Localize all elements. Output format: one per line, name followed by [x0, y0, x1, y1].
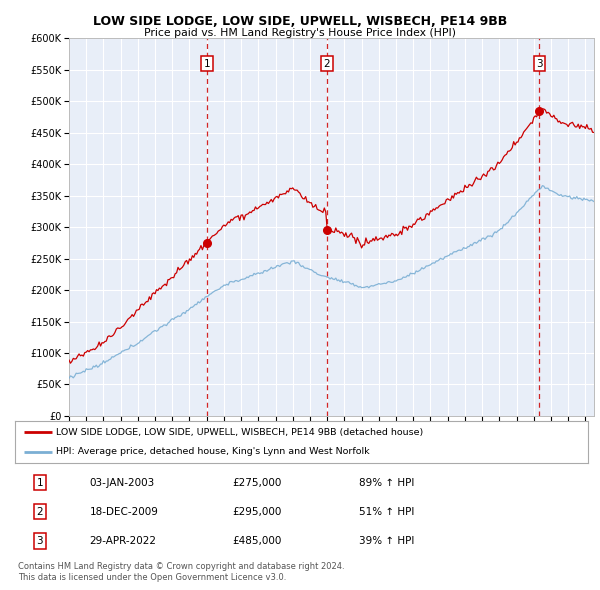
- Text: 39% ↑ HPI: 39% ↑ HPI: [359, 536, 414, 546]
- Text: £485,000: £485,000: [233, 536, 282, 546]
- Text: 51% ↑ HPI: 51% ↑ HPI: [359, 507, 414, 517]
- Text: Price paid vs. HM Land Registry's House Price Index (HPI): Price paid vs. HM Land Registry's House …: [144, 28, 456, 38]
- Text: Contains HM Land Registry data © Crown copyright and database right 2024.
This d: Contains HM Land Registry data © Crown c…: [18, 562, 344, 582]
- Text: 29-APR-2022: 29-APR-2022: [89, 536, 157, 546]
- Text: LOW SIDE LODGE, LOW SIDE, UPWELL, WISBECH, PE14 9BB (detached house): LOW SIDE LODGE, LOW SIDE, UPWELL, WISBEC…: [56, 428, 424, 437]
- Text: 3: 3: [536, 58, 543, 68]
- Text: HPI: Average price, detached house, King's Lynn and West Norfolk: HPI: Average price, detached house, King…: [56, 447, 370, 456]
- Text: 1: 1: [37, 477, 43, 487]
- Text: 2: 2: [37, 507, 43, 517]
- Text: 89% ↑ HPI: 89% ↑ HPI: [359, 477, 414, 487]
- Text: LOW SIDE LODGE, LOW SIDE, UPWELL, WISBECH, PE14 9BB: LOW SIDE LODGE, LOW SIDE, UPWELL, WISBEC…: [93, 15, 507, 28]
- Text: £275,000: £275,000: [233, 477, 282, 487]
- Text: 1: 1: [203, 58, 210, 68]
- Text: £295,000: £295,000: [233, 507, 282, 517]
- Text: 2: 2: [323, 58, 330, 68]
- Text: 03-JAN-2003: 03-JAN-2003: [89, 477, 155, 487]
- Text: 18-DEC-2009: 18-DEC-2009: [89, 507, 158, 517]
- Text: 3: 3: [37, 536, 43, 546]
